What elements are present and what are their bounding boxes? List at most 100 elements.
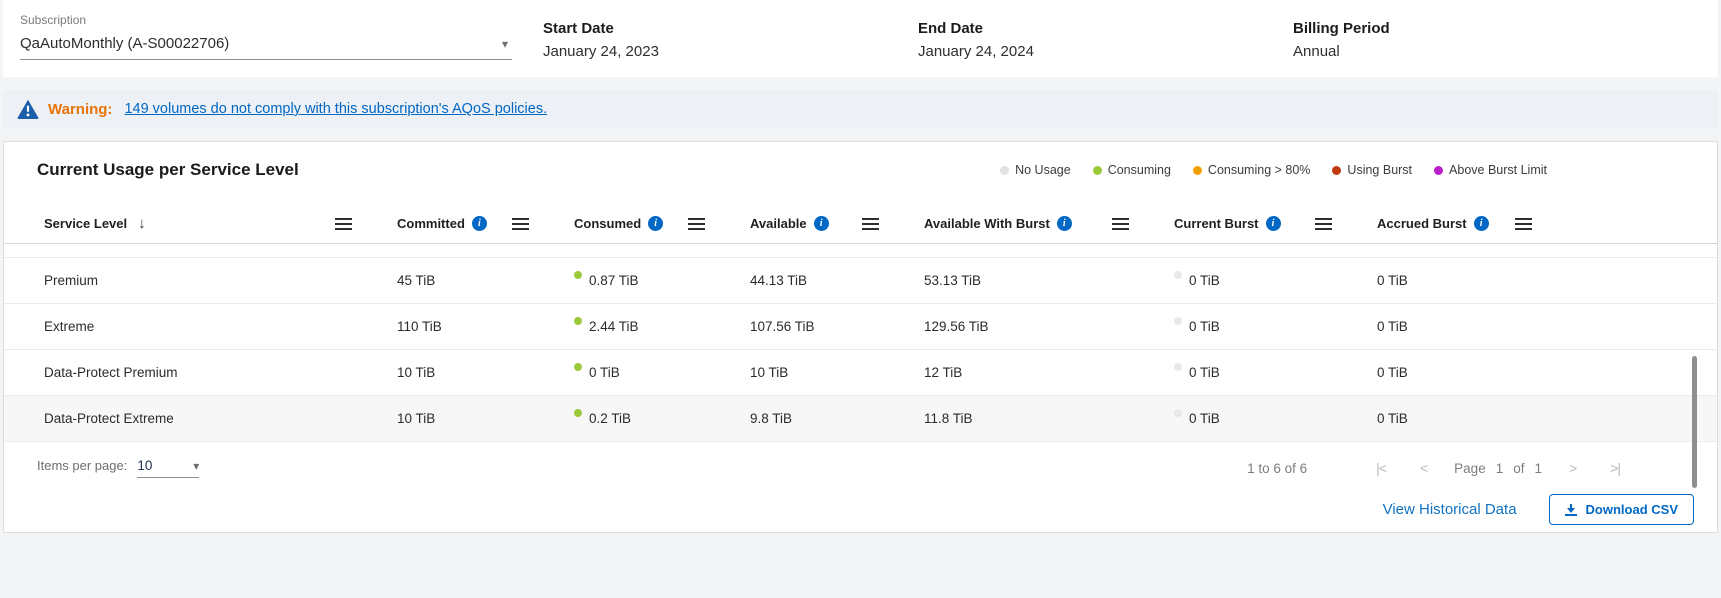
service-level-cell: Data-Protect Extreme [44,411,174,426]
no-usage-status-dot [1174,316,1182,325]
consuming-status-dot [574,270,582,279]
usage-card: Current Usage per Service Level No Usage… [3,141,1718,533]
accrued-burst-cell: 0 TiB [1377,411,1408,426]
available-with-burst-cell: 12 TiB [924,365,963,380]
column-menu-icon[interactable] [512,217,529,230]
legend-item-no-usage: No Usage [1000,163,1071,177]
info-icon[interactable]: i [1056,216,1072,231]
legend-item-using-burst: Using Burst [1332,163,1412,177]
chevron-down-icon[interactable]: ▾ [501,36,508,51]
info-icon[interactable]: i [648,216,664,231]
warning-prefix: Warning: [48,100,113,118]
legend-item-consuming-80: Consuming > 80% [1192,163,1310,177]
chevron-down-icon: ▾ [193,458,200,473]
column-header-service-level[interactable]: Service Level ↓ [44,215,397,232]
consumed-cell: 0.2 TiB [574,408,750,426]
consuming-80-dot-icon [1192,165,1202,175]
start-date-value: January 24, 2023 [543,43,659,60]
column-header-consumed[interactable]: Consumed i [574,216,750,231]
current-burst-cell: 0 TiB [1174,362,1377,380]
accrued-burst-cell: 0 TiB [1377,319,1408,334]
table-body: Premium 45 TiB 0.87 TiB 44.13 TiB 53.13 … [4,244,1717,442]
last-page-icon[interactable]: >| [1610,460,1621,476]
service-level-cell: Data-Protect Premium [44,365,178,380]
view-historical-data-link[interactable]: View Historical Data [1382,501,1517,518]
pagination-range: 1 to 6 of 6 [1247,460,1308,476]
items-per-page-label: Items per page: [37,458,128,473]
available-with-burst-cell: 129.56 TiB [924,319,989,334]
current-burst-cell: 0 TiB [1174,316,1377,334]
service-level-cell: Premium [44,273,99,288]
available-cell: 10 TiB [750,365,789,380]
table-header-row: Service Level ↓ Committed i Consumed i Avai… [4,204,1717,244]
column-header-available-with-burst[interactable]: Available With Burst i [924,216,1174,231]
column-menu-icon[interactable] [1315,217,1332,230]
status-legend: No Usage Consuming Consuming > 80% Using… [1000,163,1547,177]
info-icon[interactable]: i [813,216,829,231]
available-cell: 107.56 TiB [750,319,815,334]
legend-item-consuming: Consuming [1092,163,1171,177]
service-level-cell: Extreme [44,319,95,334]
billing-period-field: Billing Period Annual [1293,13,1637,60]
first-page-icon[interactable]: |< [1376,460,1387,476]
committed-cell: 110 TiB [397,319,442,334]
start-date-field: Start Date January 24, 2023 [543,13,887,60]
start-date-label: Start Date [543,20,614,37]
column-menu-icon[interactable] [335,217,352,230]
billing-period-value: Annual [1293,43,1340,60]
pagination: 1 to 6 of 6 |< < Page 1 of 1 > >| [1247,460,1637,476]
column-header-available[interactable]: Available i [750,216,924,231]
end-date-value: January 24, 2024 [918,43,1034,60]
table-footer: Items per page: 10 ▾ 1 to 6 of 6 |< < Pa… [4,442,1717,478]
column-header-current-burst[interactable]: Current Burst i [1174,216,1377,231]
no-usage-status-dot [1174,408,1182,417]
items-per-page-select[interactable]: 10 ▾ [137,458,200,478]
consuming-status-dot [574,362,582,371]
download-csv-button[interactable]: Download CSV [1548,494,1694,525]
warning-triangle-icon [17,99,39,119]
end-date-label: End Date [918,20,984,37]
consumed-cell: 0.87 TiB [574,270,750,288]
prev-page-icon[interactable]: < [1419,460,1428,476]
consumed-cell: 2.44 TiB [574,316,750,334]
column-menu-icon[interactable] [862,217,879,230]
current-burst-cell: 0 TiB [1174,270,1377,288]
info-icon[interactable]: i [1473,216,1489,231]
available-with-burst-cell: 11.8 TiB [924,411,973,426]
no-usage-status-dot [1174,270,1182,279]
using-burst-dot-icon [1332,165,1342,175]
next-page-icon[interactable]: > [1569,460,1577,476]
sort-desc-icon[interactable]: ↓ [138,215,146,232]
info-icon[interactable]: i [471,216,487,231]
consuming-status-dot [574,316,582,325]
download-icon [1564,504,1577,516]
accrued-burst-cell: 0 TiB [1377,273,1408,288]
consuming-dot-icon [1092,165,1102,175]
consumed-cell: 0 TiB [574,362,750,380]
committed-cell: 45 TiB [397,273,436,288]
legend-item-above-burst: Above Burst Limit [1434,163,1547,177]
table-row: Data-Protect Premium 10 TiB 0 TiB 10 TiB… [4,350,1717,396]
warning-noncompliance-link[interactable]: 149 volumes do not comply with this subs… [124,101,548,117]
accrued-burst-cell: 0 TiB [1377,365,1408,380]
page-label: Page [1454,460,1486,476]
committed-cell: 10 TiB [397,365,436,380]
subscription-select[interactable]: Subscription QaAutoMonthly (A-S00022706)… [20,13,512,60]
column-menu-icon[interactable] [1112,217,1129,230]
above-burst-dot-icon [1434,165,1444,175]
column-header-committed[interactable]: Committed i [397,216,574,231]
column-menu-icon[interactable] [1515,217,1532,230]
card-actions: View Historical Data Download CSV [4,478,1717,525]
table-scrollbar[interactable] [1692,356,1697,488]
no-usage-dot-icon [1000,165,1010,175]
subscription-value: QaAutoMonthly (A-S00022706) [20,35,230,52]
info-icon[interactable]: i [1265,216,1281,231]
page-current: 1 [1495,460,1504,476]
column-header-accrued-burst[interactable]: Accrued Burst i [1377,216,1577,231]
column-menu-icon[interactable] [688,217,705,230]
subscription-header: Subscription QaAutoMonthly (A-S00022706)… [3,0,1718,77]
billing-period-label: Billing Period [1293,20,1390,37]
current-burst-cell: 0 TiB [1174,408,1377,426]
available-cell: 44.13 TiB [750,273,808,288]
table-row: Premium 45 TiB 0.87 TiB 44.13 TiB 53.13 … [4,258,1717,304]
